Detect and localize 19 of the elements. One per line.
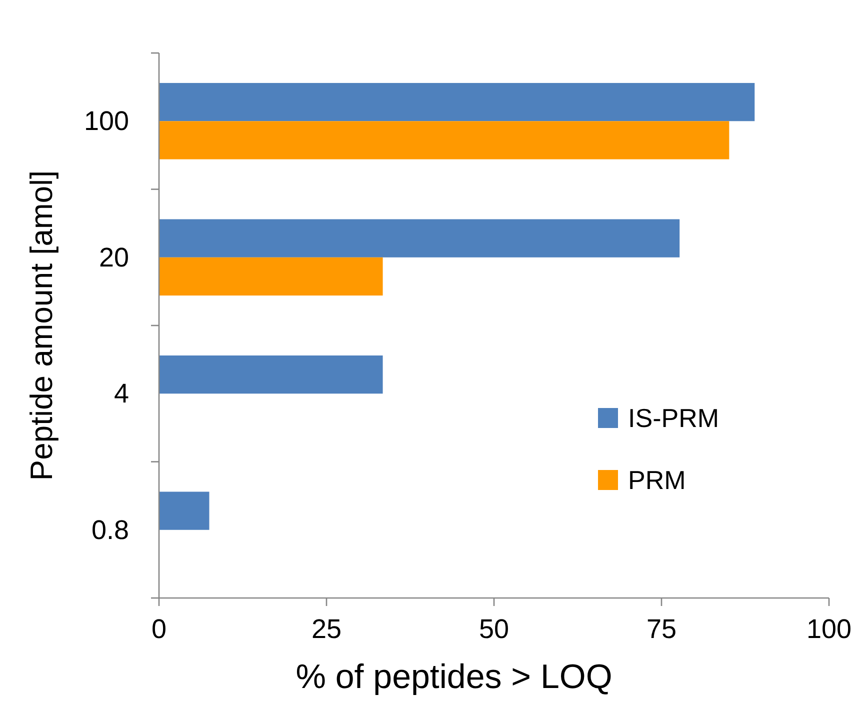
bar bbox=[159, 355, 383, 394]
legend-label: PRM bbox=[628, 465, 686, 495]
bar bbox=[159, 257, 383, 296]
legend-label: IS-PRM bbox=[628, 403, 719, 433]
x-tick-label: 50 bbox=[478, 614, 510, 644]
x-tick-label: 100 bbox=[806, 614, 852, 644]
y-axis-title: Peptide amount [amol] bbox=[24, 170, 59, 481]
bar bbox=[159, 219, 680, 258]
bar bbox=[159, 82, 755, 122]
bar bbox=[159, 121, 730, 160]
y-tick-label: 4 bbox=[114, 378, 129, 409]
x-tick-label: 75 bbox=[646, 614, 677, 644]
x-axis-title: % of peptides > LOQ bbox=[296, 658, 612, 696]
y-tick-label: 100 bbox=[84, 106, 129, 136]
y-tick-label: 20 bbox=[98, 242, 129, 272]
bar bbox=[159, 492, 210, 530]
y-tick-label: 0.8 bbox=[91, 514, 129, 545]
x-tick-label: 0 bbox=[151, 614, 167, 644]
x-tick-label: 25 bbox=[311, 614, 342, 644]
